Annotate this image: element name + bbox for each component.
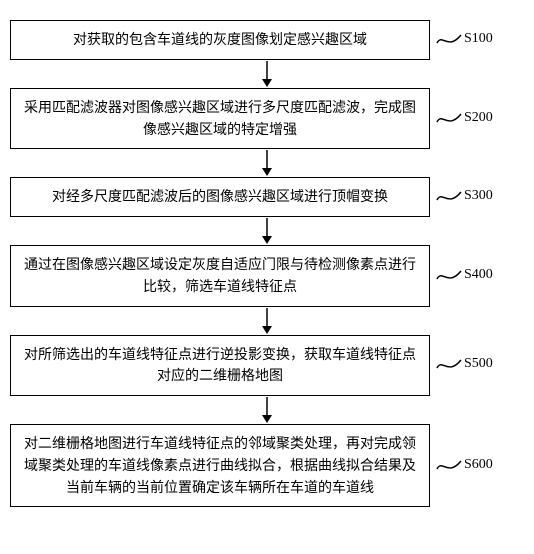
arrow-down [57, 307, 477, 335]
step-label-connector: S200 [436, 110, 493, 128]
step-label-connector: S500 [436, 356, 493, 374]
flow-row: 通过在图像感兴趣区域设定灰度自适应门限与待检测像素点进行比较，筛选车道线特征点 S… [10, 245, 524, 306]
step-label-connector: S600 [436, 457, 493, 475]
flow-row: 对二维栅格地图进行车道线特征点的邻域聚类处理，再对完成领域聚类处理的车道线像素点… [10, 424, 524, 507]
step-label: S300 [464, 188, 493, 204]
step-label: S100 [464, 31, 493, 47]
flow-row: 对所筛选出的车道线特征点进行逆投影变换，获取车道线特征点对应的二维栅格地图 S50… [10, 335, 524, 396]
step-label-connector: S300 [436, 188, 493, 206]
flowchart-container: 对获取的包含车道线的灰度图像划定感兴趣区域 S100 采用匹配滤波器对图像感兴趣区域… [10, 20, 524, 507]
arrow-down [57, 60, 477, 88]
step-box: 对二维栅格地图进行车道线特征点的邻域聚类处理，再对完成领域聚类处理的车道线像素点… [10, 424, 430, 507]
step-box: 通过在图像感兴趣区域设定灰度自适应门限与待检测像素点进行比较，筛选车道线特征点 [10, 245, 430, 306]
step-box: 对经多尺度匹配滤波后的图像感兴趣区域进行顶帽变换 [10, 177, 430, 217]
flow-row: 对获取的包含车道线的灰度图像划定感兴趣区域 S100 [10, 20, 524, 60]
step-label: S200 [464, 110, 493, 126]
arrow-down [57, 149, 477, 177]
arrow-down [57, 217, 477, 245]
step-box: 对获取的包含车道线的灰度图像划定感兴趣区域 [10, 20, 430, 60]
step-box: 采用匹配滤波器对图像感兴趣区域进行多尺度匹配滤波，完成图像感兴趣区域的特定增强 [10, 88, 430, 149]
flow-row: 对经多尺度匹配滤波后的图像感兴趣区域进行顶帽变换 S300 [10, 177, 524, 217]
flow-row: 采用匹配滤波器对图像感兴趣区域进行多尺度匹配滤波，完成图像感兴趣区域的特定增强 S… [10, 88, 524, 149]
step-label: S400 [464, 267, 493, 283]
step-label-connector: S400 [436, 267, 493, 285]
step-box: 对所筛选出的车道线特征点进行逆投影变换，获取车道线特征点对应的二维栅格地图 [10, 335, 430, 396]
arrow-down [57, 396, 477, 424]
step-label: S600 [464, 457, 493, 473]
step-label: S500 [464, 356, 493, 372]
step-label-connector: S100 [436, 31, 493, 49]
